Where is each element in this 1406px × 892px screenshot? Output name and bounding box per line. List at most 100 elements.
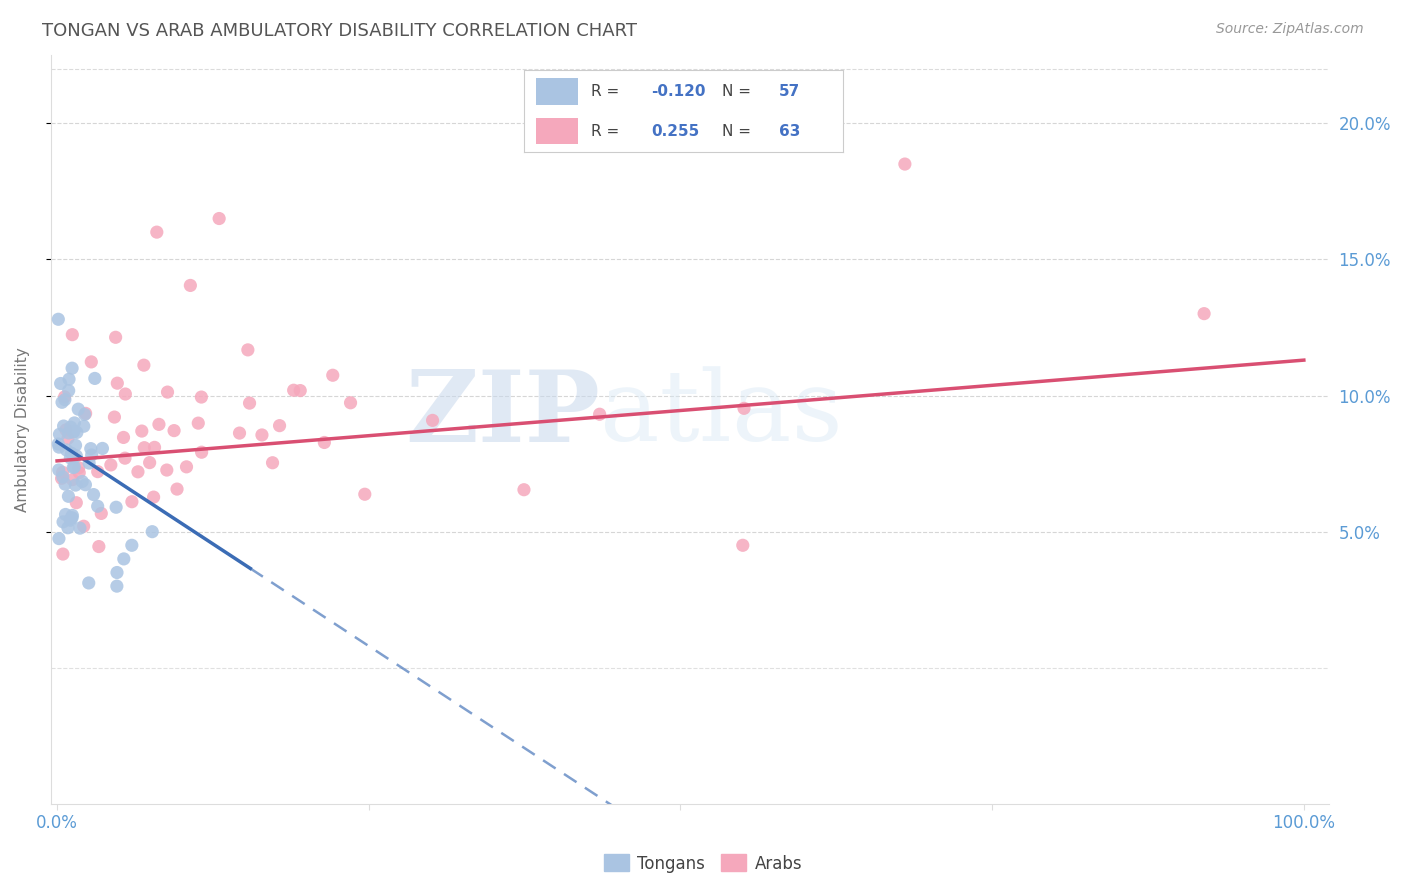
Point	[228, 426, 250, 441]
Point	[55, 423, 77, 437]
Point	[143, 441, 166, 455]
Point	[290, 384, 312, 398]
Point	[146, 225, 169, 239]
Point	[56, 431, 79, 445]
Point	[105, 500, 128, 515]
Point	[104, 330, 127, 344]
Point	[86, 500, 108, 514]
Point	[65, 438, 87, 452]
Point	[121, 538, 143, 552]
Point	[62, 460, 84, 475]
Point	[52, 515, 75, 529]
Point	[262, 456, 284, 470]
Point	[190, 445, 212, 459]
Point	[63, 425, 86, 439]
Point	[127, 465, 149, 479]
Point	[58, 372, 80, 386]
Point	[176, 459, 198, 474]
Point	[269, 418, 291, 433]
Point	[52, 465, 75, 479]
Point	[60, 327, 83, 342]
Point	[121, 494, 143, 508]
Point	[314, 435, 336, 450]
Point	[322, 368, 344, 383]
Point	[731, 538, 754, 552]
Legend: Tongans, Arabs: Tongans, Arabs	[598, 847, 808, 880]
Point	[138, 456, 160, 470]
Point	[733, 401, 755, 416]
Point	[187, 416, 209, 430]
Point	[62, 473, 84, 487]
Point	[190, 390, 212, 404]
Point	[100, 458, 122, 472]
Point	[112, 552, 135, 566]
Point	[132, 358, 155, 372]
Point	[65, 478, 87, 492]
Point	[59, 511, 82, 525]
Point	[179, 278, 201, 293]
Point	[48, 427, 70, 442]
Point	[250, 428, 273, 442]
Point	[66, 425, 89, 440]
Point	[156, 385, 179, 400]
Point	[73, 519, 96, 533]
Point	[60, 510, 83, 524]
Point	[48, 532, 70, 546]
Text: ZIP: ZIP	[405, 366, 600, 463]
Text: TONGAN VS ARAB AMBULATORY DISABILITY CORRELATION CHART: TONGAN VS ARAB AMBULATORY DISABILITY COR…	[42, 22, 637, 40]
Point	[105, 376, 128, 391]
Point	[73, 419, 96, 434]
Point	[588, 407, 610, 421]
Point	[134, 441, 156, 455]
Point	[70, 475, 93, 489]
Point	[236, 343, 259, 357]
Point	[238, 396, 260, 410]
Point	[91, 442, 114, 456]
Point	[83, 371, 105, 385]
Point	[60, 446, 83, 460]
Point	[1192, 307, 1215, 321]
Point	[55, 508, 77, 522]
Point	[63, 460, 86, 475]
Point	[53, 390, 76, 404]
Point	[69, 521, 91, 535]
Point	[77, 456, 100, 470]
Point	[67, 402, 90, 417]
Point	[103, 410, 125, 425]
Point	[77, 576, 100, 591]
Point	[60, 508, 83, 523]
Point	[283, 383, 305, 397]
Point	[87, 540, 110, 554]
Y-axis label: Ambulatory Disability: Ambulatory Disability	[15, 347, 30, 512]
Point	[62, 425, 84, 440]
Point	[112, 430, 135, 444]
Point	[80, 355, 103, 369]
Point	[58, 425, 80, 440]
Point	[53, 477, 76, 491]
Point	[52, 547, 75, 561]
Point	[208, 211, 231, 226]
Point	[163, 424, 186, 438]
Point	[166, 482, 188, 496]
Point	[67, 460, 90, 475]
Point	[51, 395, 73, 409]
Point	[58, 489, 80, 503]
Point	[80, 442, 103, 456]
Point	[51, 471, 73, 485]
Point	[75, 477, 97, 491]
Point	[148, 417, 170, 432]
Point	[48, 440, 70, 454]
Point	[63, 416, 86, 430]
Point	[48, 463, 70, 477]
Point	[114, 451, 136, 466]
Point	[59, 513, 82, 527]
Point	[53, 392, 76, 407]
Text: Source: ZipAtlas.com: Source: ZipAtlas.com	[1216, 22, 1364, 37]
Point	[142, 490, 165, 504]
Point	[58, 384, 80, 398]
Point	[513, 483, 536, 497]
Point	[156, 463, 179, 477]
Point	[422, 413, 444, 427]
Point	[894, 157, 917, 171]
Point	[114, 387, 136, 401]
